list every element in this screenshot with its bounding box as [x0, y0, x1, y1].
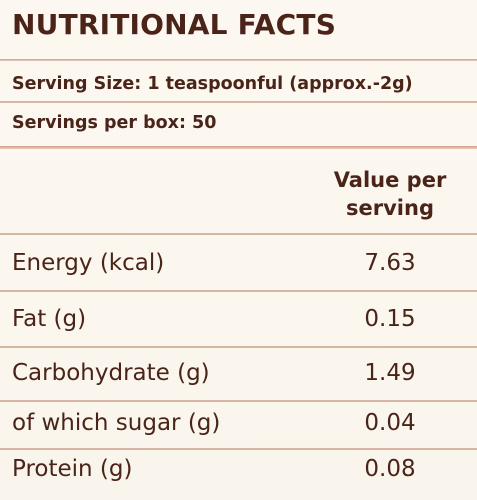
divider-row-2 [0, 346, 477, 348]
divider-row-top [0, 233, 477, 235]
row-label-energy: Energy (kcal) [12, 250, 165, 276]
row-value-protein: 0.08 [364, 456, 416, 482]
row-value-fat: 0.15 [364, 306, 416, 332]
column-header-line1: Value per [333, 168, 447, 192]
value-per-serving-header: Value per serving [330, 166, 450, 222]
divider-serving [0, 101, 477, 103]
row-label-carbohydrate: Carbohydrate (g) [12, 360, 210, 386]
row-label-sugar: of which sugar (g) [12, 410, 221, 436]
divider-title [0, 59, 477, 61]
serving-size-text: Serving Size: 1 teaspoonful (approx.-2g) [12, 74, 413, 94]
row-label-fat: Fat (g) [12, 306, 87, 332]
row-value-carbohydrate: 1.49 [364, 360, 416, 386]
row-value-energy: 7.63 [364, 250, 416, 276]
page-title: NUTRITIONAL FACTS [12, 8, 337, 41]
divider-row-4 [0, 448, 477, 450]
row-value-sugar: 0.04 [364, 410, 416, 436]
divider-row-1 [0, 290, 477, 292]
divider-row-3 [0, 400, 477, 402]
divider-header [0, 146, 477, 149]
column-header-line2: serving [346, 196, 434, 220]
servings-per-box-text: Servings per box: 50 [12, 113, 217, 133]
row-label-protein: Protein (g) [12, 456, 133, 482]
